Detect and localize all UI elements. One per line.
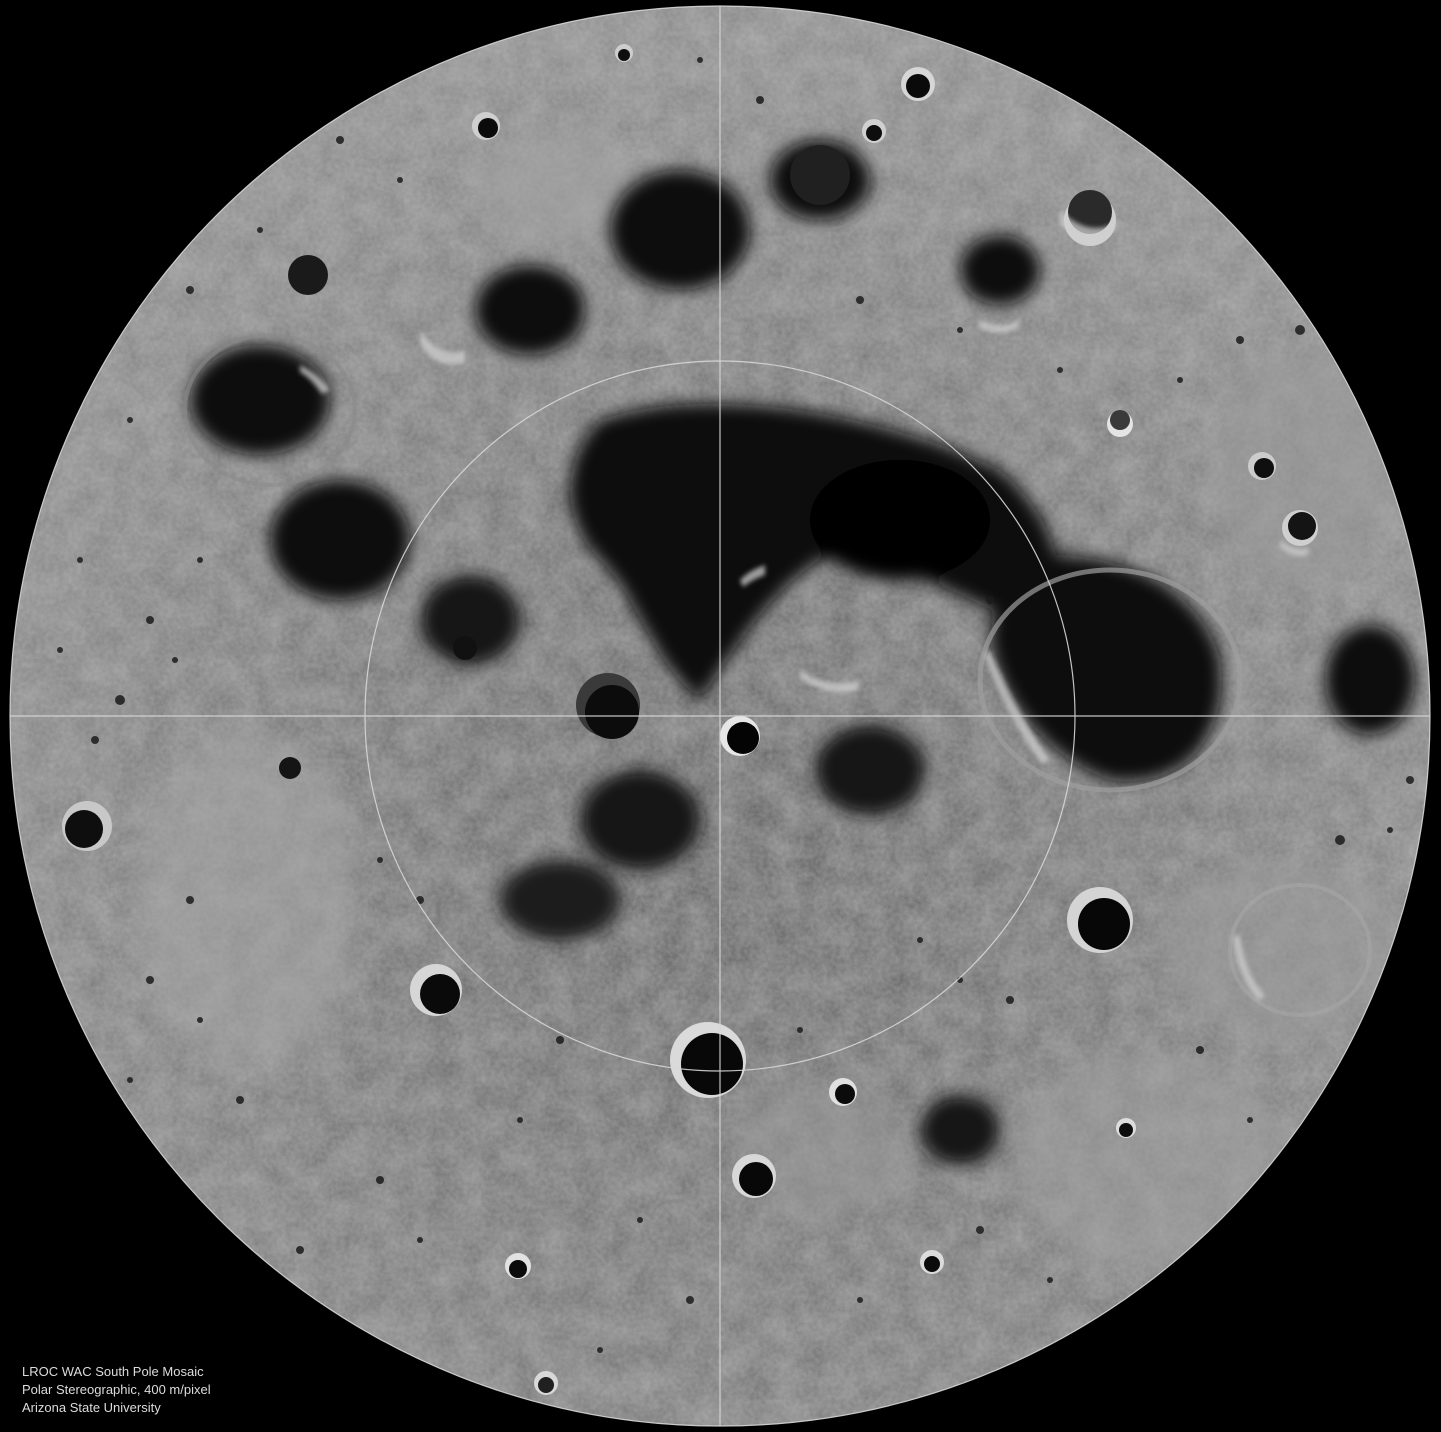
caption-institution-line: Arizona State University: [22, 1400, 161, 1415]
image-credit-caption: LROC WAC South Pole Mosaic Polar Stereog…: [22, 1363, 211, 1417]
small-craters: [62, 44, 1318, 1395]
latitude-circle-outer: [9, 5, 1431, 1427]
latitude-circle-inner: [364, 360, 1076, 1072]
tiny-craters: [57, 57, 1414, 1353]
graticule-lines: [9, 5, 1431, 1427]
crater-rims: [183, 128, 1372, 1017]
permanent-shadow-regions: [190, 140, 1415, 1165]
caption-projection-line: Polar Stereographic, 400 m/pixel: [22, 1382, 211, 1397]
caption-mission-line: LROC WAC South Pole Mosaic: [22, 1364, 204, 1379]
lit-slopes: [300, 210, 1310, 1001]
